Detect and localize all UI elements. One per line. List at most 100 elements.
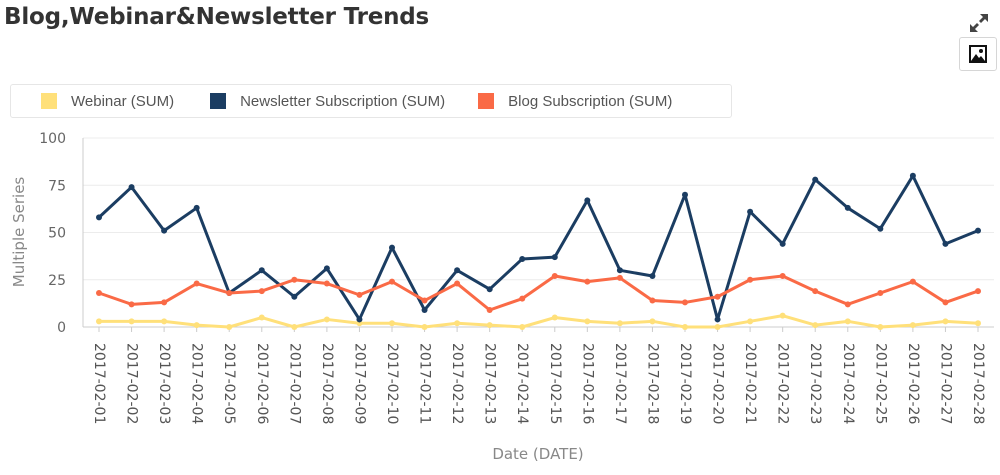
data-point-newsletter-subscription (323, 265, 330, 272)
data-point-blog-subscription (975, 288, 981, 295)
data-point-newsletter-subscription (551, 254, 558, 261)
x-tick-label: 2017-02-06 (254, 343, 270, 424)
series-line-newsletter-subscription (97, 174, 979, 321)
data-point-blog-subscription (812, 288, 819, 295)
page-title: Blog,Webinar&Newsletter Trends (4, 4, 430, 30)
series-line-blog-subscription (98, 274, 979, 312)
data-point-newsletter-subscription (877, 225, 884, 232)
y-tick-label: 50 (48, 226, 66, 242)
data-point-blog-subscription (551, 272, 558, 279)
data-point-blog-subscription (519, 295, 526, 302)
x-axis-title: Date (DATE) (492, 445, 583, 463)
x-tick-label: 2017-02-15 (547, 343, 563, 424)
expand-icon (970, 14, 988, 32)
legend-label-newsletter: Newsletter Subscription (SUM) (240, 92, 446, 110)
data-point-webinar (193, 322, 200, 329)
data-point-newsletter-subscription (747, 208, 754, 215)
x-tick-label: 2017-02-10 (384, 343, 400, 424)
y-axis-title: Multiple Series (10, 177, 28, 288)
y-tick-label: 75 (48, 178, 66, 194)
y-tick-label: 0 (57, 320, 66, 336)
data-point-blog-subscription (389, 278, 395, 285)
x-tick-label: 2017-02-04 (189, 343, 205, 424)
data-point-webinar (323, 316, 330, 323)
data-point-newsletter-subscription (258, 267, 265, 274)
data-point-blog-subscription (682, 299, 688, 306)
data-point-newsletter-subscription (844, 204, 851, 211)
series-line-webinar (99, 314, 979, 329)
data-point-newsletter-subscription (616, 267, 623, 274)
data-point-newsletter-subscription (421, 306, 428, 313)
x-tick-label: 2017-02-25 (872, 343, 888, 424)
data-point-webinar (258, 314, 265, 321)
data-point-newsletter-subscription (812, 176, 819, 183)
legend-swatch-blog (478, 93, 495, 109)
data-point-webinar (909, 322, 916, 329)
x-tick-label: 2017-02-27 (937, 343, 953, 424)
data-point-blog-subscription (649, 297, 656, 304)
x-tick-label: 2017-02-03 (156, 343, 172, 424)
legend-label-blog: Blog Subscription (SUM) (508, 92, 673, 110)
x-tick-label: 2017-02-09 (351, 343, 367, 424)
data-point-newsletter-subscription (714, 316, 721, 323)
data-point-newsletter-subscription (356, 316, 363, 323)
data-point-newsletter-subscription (486, 286, 493, 293)
x-tick-label: 2017-02-19 (677, 343, 693, 424)
data-point-blog-subscription (193, 280, 200, 287)
data-point-newsletter-subscription (193, 204, 200, 211)
x-tick-label: 2017-02-13 (482, 343, 498, 424)
data-point-webinar (421, 324, 428, 330)
data-point-blog-subscription (714, 293, 721, 300)
image-icon (969, 45, 987, 63)
data-point-webinar (128, 318, 135, 325)
data-point-newsletter-subscription (649, 272, 656, 279)
x-tick-label: 2017-02-02 (124, 343, 140, 424)
data-point-webinar (584, 318, 591, 325)
data-point-webinar (291, 324, 298, 330)
image-button[interactable] (959, 37, 997, 71)
data-point-blog-subscription (486, 306, 493, 313)
data-point-webinar (389, 320, 395, 327)
data-point-webinar (714, 324, 721, 330)
x-tick-label: 2017-02-01 (91, 343, 107, 424)
data-point-blog-subscription (584, 278, 591, 285)
legend-swatch-webinar (41, 93, 57, 109)
legend-item-newsletter[interactable]: Newsletter Subscription (SUM) (210, 93, 445, 110)
data-point-webinar (812, 322, 819, 329)
x-tick-label: 2017-02-16 (579, 343, 595, 424)
data-point-blog-subscription (258, 288, 265, 295)
x-tick-label: 2017-02-18 (644, 343, 660, 424)
data-point-newsletter-subscription (584, 197, 591, 204)
expand-button[interactable] (968, 12, 990, 34)
x-tick-label: 2017-02-22 (775, 343, 791, 424)
data-point-blog-subscription (421, 297, 428, 304)
x-tick-label: 2017-02-08 (319, 343, 335, 424)
data-point-newsletter-subscription (389, 244, 395, 251)
data-point-blog-subscription (747, 276, 754, 283)
data-point-webinar (551, 314, 558, 321)
data-point-webinar (747, 318, 754, 325)
legend-item-blog[interactable]: Blog Subscription (SUM) (478, 93, 672, 110)
x-tick-label: 2017-02-17 (612, 343, 628, 424)
data-point-blog-subscription (844, 301, 851, 308)
data-point-blog-subscription (454, 280, 461, 287)
data-point-newsletter-subscription (454, 267, 461, 274)
data-point-blog-subscription (226, 289, 233, 296)
x-tick-label: 2017-02-28 (970, 343, 986, 424)
data-point-newsletter-subscription (779, 240, 786, 247)
x-tick-label: 2017-02-07 (286, 343, 302, 424)
data-point-webinar (486, 322, 493, 329)
data-point-newsletter-subscription (291, 293, 298, 300)
data-point-blog-subscription (161, 299, 168, 306)
data-point-blog-subscription (323, 280, 330, 287)
legend-item-webinar[interactable]: Webinar (SUM) (41, 93, 174, 110)
data-point-webinar (779, 312, 786, 319)
x-tick-label: 2017-02-14 (514, 343, 530, 424)
x-tick-label: 2017-02-11 (417, 343, 433, 424)
data-point-blog-subscription (616, 274, 623, 281)
data-point-webinar (942, 318, 949, 325)
data-point-webinar (844, 318, 851, 325)
data-point-webinar (616, 320, 623, 327)
data-point-newsletter-subscription (128, 184, 135, 191)
